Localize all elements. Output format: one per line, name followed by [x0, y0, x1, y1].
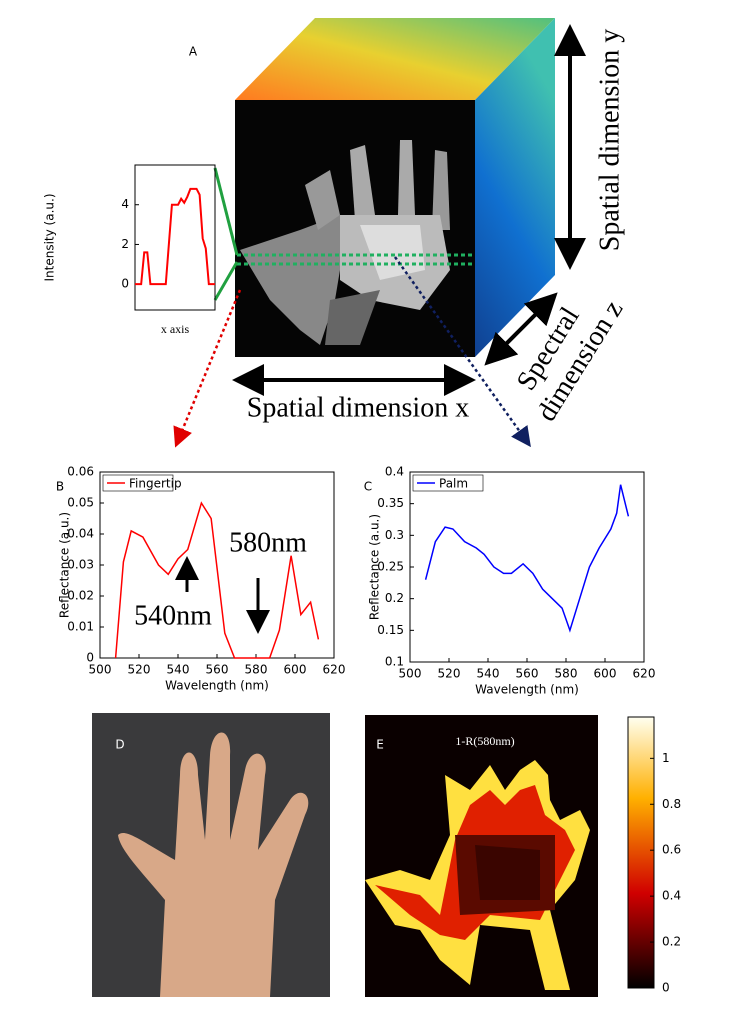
x-tick-label: 500: [89, 663, 112, 677]
x-axis-label: x axis: [161, 322, 190, 336]
x-tick-label: 560: [206, 663, 229, 677]
legend-box: [412, 474, 484, 492]
y-tick-label: 0.06: [67, 465, 94, 479]
plot-frame: [134, 164, 216, 311]
y-tick-label: 0: [121, 277, 129, 291]
x-axis-label: Wavelength (nm): [475, 683, 579, 697]
colorbar-tick-label: 0.2: [662, 935, 681, 949]
panel-label: A: [189, 45, 198, 59]
y-axis-label: Reflectance (a.u.): [368, 514, 382, 620]
x-tick-label: 580: [245, 663, 268, 677]
y-tick-label: 0.2: [385, 591, 404, 605]
colorbar-tick-label: 0: [662, 981, 670, 995]
x-tick-label: 620: [633, 667, 656, 681]
panel-label: D: [115, 738, 124, 752]
annotation: Spatial dimension x: [247, 392, 469, 423]
x-tick-label: 600: [284, 663, 307, 677]
x-axis-label: Wavelength (nm): [165, 679, 269, 693]
y-tick-label: 0.15: [377, 623, 404, 637]
x-tick-label: 620: [323, 663, 346, 677]
data-line: [114, 501, 320, 659]
heatmap-title: 1-R(580nm): [455, 734, 514, 748]
colorbar-tick-label: 1: [662, 751, 670, 765]
y-axis-label: Intensity (a.u.): [43, 194, 57, 282]
y-tick-label: 0.4: [385, 465, 404, 479]
x-tick-label: 520: [128, 663, 151, 677]
y-tick-label: 0.25: [377, 560, 404, 574]
cube-top: [235, 18, 555, 100]
y-tick-label: 0.03: [67, 558, 94, 572]
legend-label: Fingertip: [129, 477, 182, 491]
data-line: [135, 187, 215, 286]
x-tick-label: 580: [555, 667, 578, 681]
x-tick-label: 600: [594, 667, 617, 681]
y-tick-label: 4: [121, 197, 129, 211]
y-axis-label: Reflectance (a.u.): [58, 512, 72, 618]
heatmap-image: [365, 760, 590, 990]
x-tick-label: 540: [167, 663, 190, 677]
axis-arrow: [484, 292, 558, 366]
panel-label: E: [376, 738, 384, 752]
hand-image: [240, 140, 450, 345]
y-tick-label: 0.01: [67, 620, 94, 634]
legend-box: [102, 474, 174, 492]
x-tick-label: 520: [438, 667, 461, 681]
data-line: [424, 484, 630, 633]
annotation: 580nm: [229, 527, 307, 558]
x-tick-label: 560: [516, 667, 539, 681]
x-tick-label: 500: [399, 667, 422, 681]
y-tick-label: 0.05: [67, 496, 94, 510]
cube-side: [475, 18, 555, 357]
y-tick-label: 0.02: [67, 589, 94, 603]
colorbar-tick-label: 0.4: [662, 889, 681, 903]
annotation: 540nm: [134, 600, 212, 631]
annotation: Spatial dimension y: [594, 29, 625, 251]
y-tick-label: 0: [86, 651, 94, 665]
legend-label: Palm: [439, 477, 468, 491]
colorbar: [627, 716, 655, 989]
x-tick-label: 540: [477, 667, 500, 681]
y-tick-label: 0.3: [385, 528, 404, 542]
y-tick-label: 0.35: [377, 496, 404, 510]
hand-photo: [118, 732, 309, 997]
colorbar-tick-label: 0.6: [662, 843, 681, 857]
connector: [213, 167, 239, 256]
panel-label: C: [364, 480, 372, 494]
y-tick-label: 0.1: [385, 655, 404, 669]
colorbar-tick-label: 0.8: [662, 797, 681, 811]
pointer-arrow: [393, 256, 531, 448]
y-tick-label: 0.04: [67, 527, 94, 541]
pointer-arrow: [173, 289, 242, 448]
panel-label: B: [56, 480, 64, 494]
y-tick-label: 2: [121, 237, 129, 251]
connector: [213, 261, 239, 301]
